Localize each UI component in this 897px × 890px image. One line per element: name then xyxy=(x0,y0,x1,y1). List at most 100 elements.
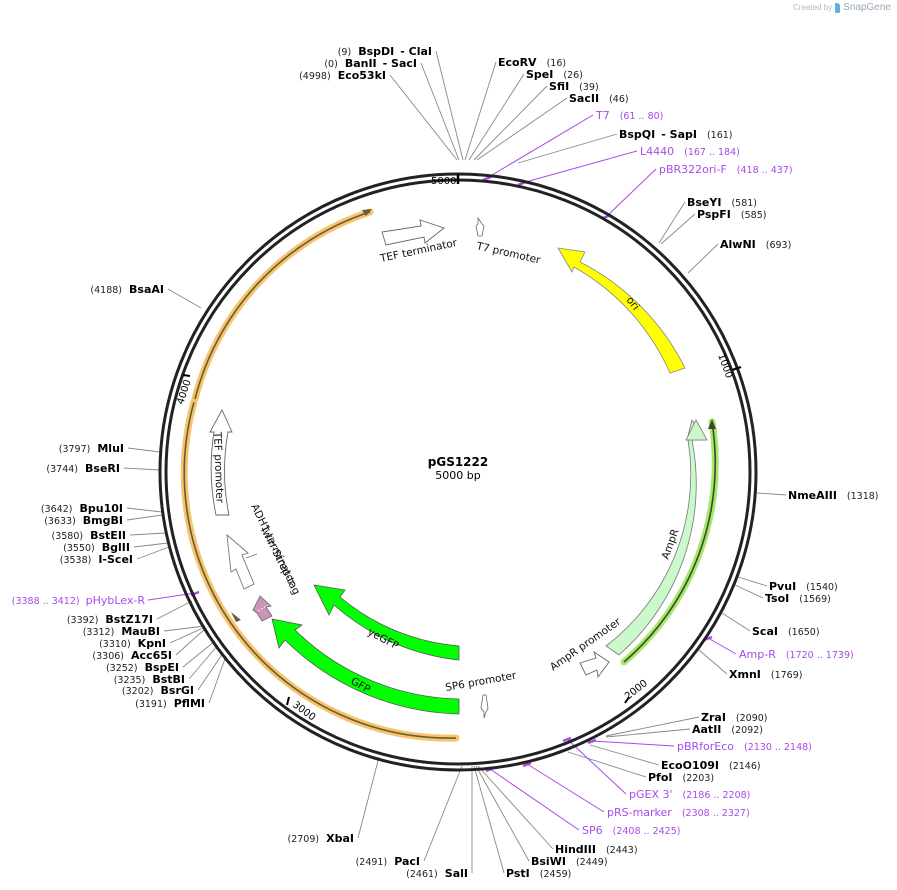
feature-yegfp[interactable]: yeGFP xyxy=(313,584,460,661)
svg-text:pBR322ori-F(418 .. 437): pBR322ori-F (418 .. 437) xyxy=(659,163,793,176)
site-psti[interactable]: PstI (2459) xyxy=(506,867,571,880)
site-bpu10i[interactable]: (3642) Bpu10I xyxy=(41,502,123,515)
site-kpni[interactable]: (3310) KpnI xyxy=(99,637,166,650)
primer-name: pGEX 3' xyxy=(629,788,673,801)
primer-name: SP6 xyxy=(582,824,603,837)
svg-text:Amp-R(1720 .. 1739): Amp-R (1720 .. 1739) xyxy=(739,648,854,661)
site-scai[interactable]: ScaI (1650) xyxy=(752,625,820,638)
site-position: (3642) xyxy=(41,504,76,515)
site-sali[interactable]: (2461) SalI xyxy=(406,867,468,880)
site-ecoo109i[interactable]: EcoO109I (2146) xyxy=(661,759,761,772)
svg-text:(3235) BstBI: (3235) BstBI xyxy=(114,673,185,686)
site-leader-line xyxy=(136,546,170,560)
site-aatii[interactable]: AatII (2092) xyxy=(692,723,763,736)
site-leader-line xyxy=(420,62,460,161)
site-paci[interactable]: (2491) PacI xyxy=(356,855,420,868)
site-pspfi[interactable]: PspFI (585) xyxy=(697,208,766,221)
svg-text:(3633) BmgBI: (3633) BmgBI xyxy=(44,514,123,527)
site-pvui[interactable]: PvuI (1540) xyxy=(769,580,838,593)
primer-prs-marker[interactable]: pRS-marker (2308 .. 2327) xyxy=(607,806,750,819)
svg-text:(0) BanII- SacI: (0) BanII - SacI xyxy=(324,57,417,70)
primer-mark xyxy=(522,761,532,768)
site-bstbi[interactable]: (3235) BstBI xyxy=(114,673,185,686)
feature-tef-terminator[interactable]: TEF terminator xyxy=(378,219,459,265)
primer-pbr322ori-f[interactable]: pBR322ori-F (418 .. 437) xyxy=(659,163,793,176)
primer-range: (1720 .. 1739) xyxy=(786,650,854,661)
svg-text:(3388 .. 3412)pHybLex-R: (3388 .. 3412) pHybLex-R xyxy=(12,594,146,607)
feature-tef-promoter[interactable]: TEF promoter xyxy=(209,408,233,516)
site-leader-line xyxy=(658,201,686,244)
site-bsrgi[interactable]: (3202) BsrGI xyxy=(122,684,194,697)
site-leader-line xyxy=(126,514,163,521)
site-nmeaiii[interactable]: NmeAIII (1318) xyxy=(788,489,879,502)
site-ecorv[interactable]: EcoRV (16) xyxy=(498,56,566,69)
site-tsoi[interactable]: TsoI (1569) xyxy=(765,592,831,605)
site-banii[interactable]: (0) BanII - SacI xyxy=(324,57,417,70)
site-position: (693) xyxy=(766,240,792,251)
feature-adh1-terminator[interactable]: ADH1 terminator xyxy=(226,502,298,590)
feature-ori[interactable]: ori xyxy=(557,247,686,374)
site-bseri[interactable]: (3744) BseRI xyxy=(46,462,120,475)
tick-2000: 2000 xyxy=(623,678,650,702)
site-bspei[interactable]: (3252) BspEI xyxy=(106,661,179,674)
site-position: (2459) xyxy=(540,869,572,880)
site-bspqi[interactable]: BspQI - SapI (161) xyxy=(619,128,733,141)
site-spei[interactable]: SpeI (26) xyxy=(526,68,583,81)
primer-t7[interactable]: T7 (61 .. 80) xyxy=(595,109,663,122)
primer-pbrforeco[interactable]: pBRforEco (2130 .. 2148) xyxy=(677,740,812,753)
site-position: (0) xyxy=(324,59,340,70)
site-leader-line xyxy=(197,652,224,691)
site-leader-line xyxy=(156,600,193,620)
site-bspdi[interactable]: (9) BspDI - ClaI xyxy=(338,45,432,58)
site-position: (3580) xyxy=(52,531,87,542)
site-position: (2090) xyxy=(736,713,768,724)
site-mlui[interactable]: (3797) MluI xyxy=(59,442,124,455)
site-xbai[interactable]: (2709) XbaI xyxy=(288,832,354,845)
feature-gfp[interactable]: GFP xyxy=(271,618,460,715)
svg-text:(3191) PflMI: (3191) PflMI xyxy=(135,697,205,710)
feature-t7-promoter[interactable]: T7 promoter xyxy=(474,216,542,267)
site-name: KpnI xyxy=(138,637,166,650)
site-pflmi[interactable]: (3191) PflMI xyxy=(135,697,205,710)
site-name: NmeAIII xyxy=(788,489,837,502)
site-leader-line xyxy=(737,576,768,587)
site-bsteii[interactable]: (3580) BstEII xyxy=(52,529,127,542)
site-leader-line xyxy=(123,467,161,471)
site-eco53ki[interactable]: (4998) Eco53kI xyxy=(299,69,386,82)
site-zrai[interactable]: ZraI (2090) xyxy=(701,711,768,724)
primer-phyblex-r[interactable]: (3388 .. 3412) pHybLex-R xyxy=(12,594,146,607)
site-sfii[interactable]: SfiI (39) xyxy=(549,80,599,93)
site-position: (1569) xyxy=(799,594,831,605)
site-bglii[interactable]: (3550) BglII xyxy=(63,541,130,554)
site-bmgbi[interactable]: (3633) BmgBI xyxy=(44,514,123,527)
site-pfoi[interactable]: PfoI (2203) xyxy=(648,771,714,784)
svg-text:(3392) BstZ17I: (3392) BstZ17I xyxy=(67,613,153,626)
primer-sp6[interactable]: SP6 (2408 .. 2425) xyxy=(582,824,680,837)
site-i-scei[interactable]: (3538) I-SceI xyxy=(60,553,133,566)
site-acc65i[interactable]: (3306) Acc65I xyxy=(92,649,172,662)
svg-text:XmnI(1769): XmnI (1769) xyxy=(729,668,802,681)
primer-pgex-3-[interactable]: pGEX 3' (2186 .. 2208) xyxy=(629,788,750,801)
site-position: (1318) xyxy=(847,491,879,502)
site-bstz17i[interactable]: (3392) BstZ17I xyxy=(67,613,153,626)
site-bsiwi[interactable]: BsiWI (2449) xyxy=(531,855,608,868)
site-maubi[interactable]: (3312) MauBI xyxy=(83,625,160,638)
feature-twin-strep-tag[interactable]: Twin-Strep-tag xyxy=(252,523,302,622)
site-bseyi[interactable]: BseYI (581) xyxy=(687,196,757,209)
site-xmni[interactable]: XmnI (1769) xyxy=(729,668,802,681)
site-sacii[interactable]: SacII (46) xyxy=(569,92,629,105)
svg-text:NmeAIII(1318): NmeAIII (1318) xyxy=(788,489,879,502)
site-position: (3744) xyxy=(46,464,81,475)
site-leader-line xyxy=(464,61,497,161)
primer-name: T7 xyxy=(595,109,610,122)
primer-l4440[interactable]: L4440 (167 .. 184) xyxy=(640,145,740,158)
site-alwni[interactable]: AlwNI (693) xyxy=(720,238,791,251)
credit-text: Created by xyxy=(793,3,833,12)
site-bsaai[interactable]: (4188) BsaAI xyxy=(90,283,164,296)
site-name: PvuI xyxy=(769,580,796,593)
feature-ampr[interactable]: AmpR xyxy=(605,419,708,656)
site-leader-line xyxy=(475,765,530,862)
primer-amp-r[interactable]: Amp-R (1720 .. 1739) xyxy=(739,648,854,661)
site-name: BsaAI xyxy=(129,283,164,296)
site-hindiii[interactable]: HindIII (2443) xyxy=(555,843,638,856)
